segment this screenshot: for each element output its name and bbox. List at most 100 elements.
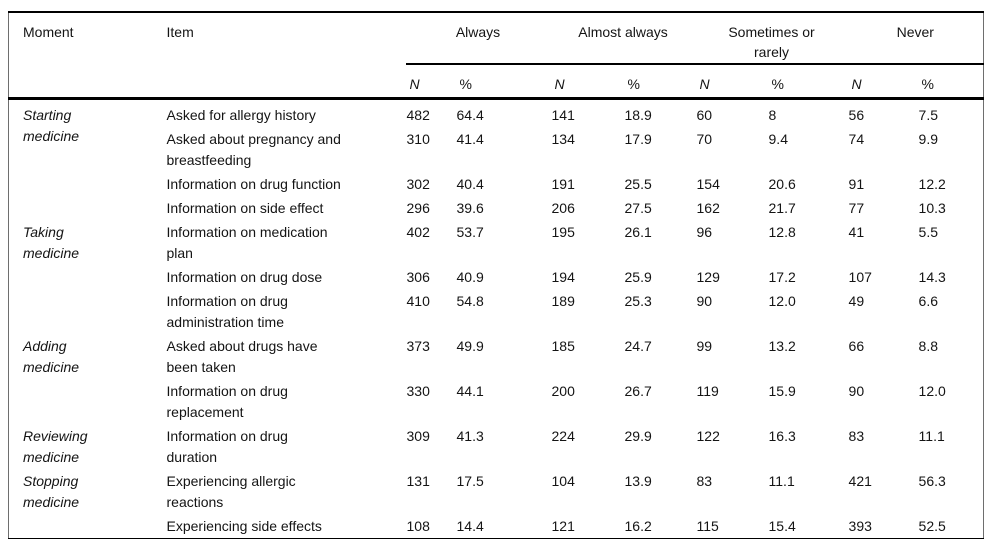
n-cell: 134: [551, 130, 575, 147]
pct-cell: 49.9: [456, 337, 484, 354]
pct-cell: 17.2: [768, 268, 796, 285]
pct-cell: 40.4: [456, 175, 484, 192]
pct-cell: 27.5: [624, 199, 652, 216]
n-cell: 191: [551, 175, 575, 192]
table-row: Information on drug administration time …: [9, 289, 984, 334]
pct-cell: 17.9: [624, 130, 652, 147]
pct-cell: 17.5: [456, 472, 484, 489]
item-cell: Experiencing allergic reactions: [166, 472, 296, 510]
n-subheader-never: N: [847, 64, 918, 100]
pct-cell: 53.7: [456, 223, 484, 240]
n-cell: 185: [551, 337, 575, 354]
pct-cell: 20.6: [768, 175, 796, 192]
pct-cell: 26.1: [624, 223, 652, 240]
n-cell: 74: [848, 130, 865, 147]
moment-cell-adding-medicine: Adding medicine: [23, 337, 80, 375]
item-cell: Information on drug dose: [166, 268, 323, 285]
table-row: Stopping medicine Experiencing allergic …: [9, 469, 984, 514]
pct-cell: 11.1: [918, 427, 945, 444]
moment-cell-stopping-medicine: Stopping medicine: [23, 472, 80, 510]
pct-cell: 6.6: [918, 292, 938, 309]
n-cell: 194: [551, 268, 575, 285]
n-subheader-always: N: [405, 64, 456, 100]
n-cell: 119: [696, 382, 719, 399]
moment-cell-taking-medicine: Taking medicine: [23, 223, 80, 261]
n-cell: 393: [848, 517, 872, 534]
table-row: Taking medicine Information on medicatio…: [9, 220, 984, 265]
n-cell: 200: [551, 382, 575, 399]
pct-subheader-never: %: [917, 64, 984, 100]
pct-cell: 40.9: [456, 268, 484, 285]
n-cell: 421: [848, 472, 872, 489]
pct-cell: 24.7: [624, 337, 652, 354]
pct-cell: 18.9: [624, 106, 652, 123]
item-cell: Information on side effect: [166, 199, 324, 216]
n-cell: 373: [406, 337, 430, 354]
pct-cell: 41.3: [456, 427, 484, 444]
pct-cell: 52.5: [918, 517, 946, 534]
group-header-never: Never: [847, 12, 984, 65]
group-header-row: Moment Item Always Almost always Sometim…: [8, 12, 984, 100]
pct-cell: 25.3: [624, 292, 652, 309]
pct-cell: 8.8: [918, 337, 938, 354]
n-cell: 141: [551, 106, 575, 123]
n-cell: 83: [848, 427, 865, 444]
item-cell: Asked about pregnancy and breastfeeding: [166, 130, 341, 168]
n-subheader-sometimes: N: [695, 64, 768, 100]
pct-cell: 10.3: [918, 199, 946, 216]
n-cell: 296: [406, 199, 430, 216]
pct-cell: 26.7: [624, 382, 652, 399]
results-table: Moment Item Always Almost always Sometim…: [8, 11, 985, 539]
pct-cell: 12.0: [918, 382, 946, 399]
moment-column-header: Moment: [8, 12, 166, 100]
pct-cell: 11.1: [768, 472, 795, 489]
table-row: Information on side effect 296 39.6 206 …: [9, 196, 984, 220]
pct-cell: 12.0: [768, 292, 796, 309]
n-cell: 154: [696, 175, 720, 192]
n-cell: 83: [696, 472, 713, 489]
table-row: Asked about pregnancy and breastfeeding …: [9, 127, 984, 172]
pct-cell: 7.5: [918, 106, 938, 123]
n-cell: 129: [696, 268, 720, 285]
n-cell: 60: [696, 106, 713, 123]
pct-cell: 15.9: [768, 382, 796, 399]
pct-cell: 16.3: [768, 427, 796, 444]
n-cell: 302: [406, 175, 430, 192]
group-header-almost-always: Almost always: [550, 12, 696, 65]
table-row: Information on drug function 302 40.4 19…: [9, 172, 984, 196]
pct-cell: 12.2: [918, 175, 946, 192]
n-cell: 330: [406, 382, 430, 399]
n-subheader-almost-always: N: [550, 64, 624, 100]
pct-cell: 56.3: [918, 472, 946, 489]
item-cell: Asked about drugs have been taken: [166, 337, 318, 375]
n-cell: 309: [406, 427, 430, 444]
table-row: Starting medicine Asked for allergy hist…: [9, 98, 984, 144]
table-row: Information on drug dose 306 40.9 194 25…: [9, 265, 984, 289]
table-row: Reviewing medicine Information on drug d…: [9, 424, 984, 469]
n-cell: 99: [696, 337, 713, 354]
n-cell: 115: [696, 517, 719, 534]
pct-cell: 5.5: [918, 223, 938, 240]
pct-cell: 39.6: [456, 199, 484, 216]
group-header-sometimes-or-rarely: Sometimes or rarely: [695, 12, 848, 65]
n-cell: 108: [406, 517, 430, 534]
n-cell: 107: [848, 268, 872, 285]
n-cell: 410: [406, 292, 430, 309]
table-row: Information on drug replacement 330 44.1…: [9, 379, 984, 424]
group-header-always: Always: [405, 12, 551, 65]
n-cell: 310: [406, 130, 430, 147]
pct-cell: 25.9: [624, 268, 652, 285]
item-column-header: Item: [165, 12, 406, 100]
moment-cell-starting-medicine: Starting medicine: [23, 106, 80, 144]
subheader-row: N % N % N % N %: [9, 64, 984, 100]
pct-subheader-always: %: [455, 64, 551, 100]
item-cell: Experiencing side effects: [166, 517, 322, 534]
n-cell: 91: [848, 175, 865, 192]
item-cell: Information on drug duration: [166, 427, 288, 465]
table-header: Moment Item Always Almost always Sometim…: [8, 12, 984, 100]
n-cell: 131: [406, 472, 430, 489]
table-row: Adding medicine Asked about drugs have b…: [9, 334, 984, 379]
pct-cell: 15.4: [768, 517, 796, 534]
n-cell: 482: [406, 106, 430, 123]
